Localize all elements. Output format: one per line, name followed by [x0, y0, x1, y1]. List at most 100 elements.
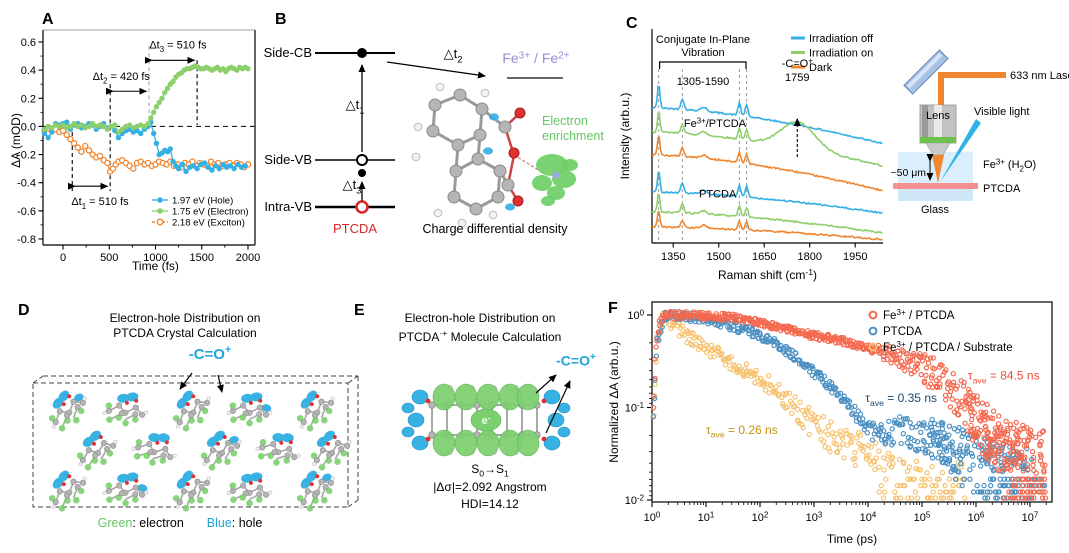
svg-text:107: 107 — [1022, 510, 1039, 524]
panel-label-e: E — [354, 302, 365, 319]
svg-text:Vibration: Vibration — [681, 47, 724, 59]
svg-text:1500: 1500 — [706, 251, 730, 263]
molecule-cluster — [296, 390, 335, 432]
mirror — [903, 49, 949, 95]
svg-text:104: 104 — [860, 510, 877, 524]
svg-text:PTCDA: PTCDA — [983, 183, 1021, 195]
molecule-cluster — [172, 470, 211, 512]
panel-label-f: F — [608, 300, 618, 317]
molecule-cluster — [226, 472, 273, 507]
panel-label-b: B — [275, 11, 287, 28]
svg-text:e-: e- — [482, 413, 491, 427]
molecule-cluster — [255, 433, 301, 466]
svg-text:0.0: 0.0 — [21, 121, 36, 133]
molecule-cluster — [102, 392, 149, 427]
panel-f-decay-chart: 100 101 102 103 104 105 106 107 100 10-1 10-2 Time … — [607, 301, 1053, 546]
molecule-cluster — [76, 430, 118, 471]
svg-text:τave = 0.26 ns: τave = 0.26 ns — [706, 423, 778, 440]
panel-d-legend-green-word: Green — [97, 516, 133, 530]
svg-text:Side-VB: Side-VB — [264, 152, 312, 167]
svg-text:Glass: Glass — [921, 204, 950, 216]
svg-text:0: 0 — [60, 252, 66, 264]
svg-text:Fe3+ / Fe2+: Fe3+ / Fe2+ — [502, 50, 569, 66]
svg-text:0.2: 0.2 — [21, 93, 36, 105]
panel-d-legend-blue-rest: : hole — [231, 516, 263, 530]
svg-text:Visible light: Visible light — [974, 106, 1029, 118]
svg-text:1500: 1500 — [190, 252, 214, 264]
svg-text:1950: 1950 — [843, 251, 867, 263]
svg-text:1.97 eV (Hole): 1.97 eV (Hole) — [172, 196, 233, 207]
charge-density-molecule — [411, 82, 578, 228]
panel-c-setup-schematic: Lens Visible light ~50 μm Glass 633 nm Laser… — [890, 49, 1069, 216]
molecule-cluster — [48, 390, 87, 432]
svg-text:Fe3+ (H2O): Fe3+ (H2O) — [983, 157, 1036, 173]
svg-text:105: 105 — [914, 510, 931, 524]
panel-label-a: A — [42, 11, 54, 28]
svg-text:-0.6: -0.6 — [17, 206, 36, 218]
svg-text:Fe3+ / PTCDA / Substrate: Fe3+ / PTCDA / Substrate — [883, 340, 1013, 354]
svg-text:Side-CB: Side-CB — [264, 45, 312, 60]
svg-text:PTCDA: PTCDA — [883, 326, 922, 338]
svg-text:2000: 2000 — [236, 252, 260, 264]
panel-d-color-legend: Green: electron Blue: hole — [55, 516, 305, 530]
svg-text:102: 102 — [752, 510, 769, 524]
panel-d-co-radical-label: -C=O+ — [188, 344, 232, 363]
svg-text:0.4: 0.4 — [21, 65, 36, 77]
panel-e-title-line2: PTCDA·+ Molecule Calculation — [398, 328, 562, 344]
svg-text:Intensity (arb.u.): Intensity (arb.u.) — [618, 93, 632, 180]
svg-text:-0.4: -0.4 — [17, 178, 36, 190]
molecule-cluster — [102, 472, 149, 507]
svg-text:Raman shift (cm-1): Raman shift (cm-1) — [718, 267, 817, 282]
panel-d-title-line1: Electron-hole Distribution on — [109, 311, 261, 325]
panel-d-title-line2: PTCDA Crystal Calculation — [113, 326, 257, 340]
svg-text:100: 100 — [627, 308, 644, 322]
panel-b-energy-diagram: Side-CB Side-VB Intra-VB PTCDA △t1 △t3 △t2 Fe3+… — [264, 45, 605, 236]
molecule-cluster — [200, 430, 242, 471]
svg-text:-0.2: -0.2 — [17, 150, 36, 162]
svg-text:Time (ps): Time (ps) — [827, 532, 877, 546]
svg-text:0.6: 0.6 — [21, 37, 36, 49]
panel-e-title-line1: Electron-hole Distribution on — [404, 311, 556, 325]
svg-text:1800: 1800 — [797, 251, 821, 263]
panel-a-transient-absorption-chart: 0 500 1000 1500 2000 0.6 0.4 0.2 0.0 -0.2 -0.4 -0.6… — [9, 29, 260, 273]
svg-text:Fe3+/PTCDA: Fe3+/PTCDA — [684, 117, 747, 131]
svg-text:△t2: △t2 — [444, 46, 463, 64]
panel-d-legend-green-rest: : electron — [132, 516, 184, 530]
svg-text:1000: 1000 — [143, 252, 167, 264]
svg-text:enrichment: enrichment — [542, 129, 604, 143]
molecule-cluster — [131, 433, 177, 466]
svg-text:Irradiation on: Irradiation on — [809, 47, 873, 59]
svg-text:PTCDA: PTCDA — [333, 221, 377, 236]
svg-text:1305-1590: 1305-1590 — [677, 76, 730, 88]
svg-text:-C=O+: -C=O+ — [782, 56, 814, 70]
svg-text:1350: 1350 — [661, 251, 685, 263]
svg-text:10-2: 10-2 — [625, 493, 644, 507]
svg-text:Lens: Lens — [926, 110, 950, 122]
panel-e-transition-label: S0→S1 — [471, 462, 509, 479]
svg-text:Charge differential density: Charge differential density — [423, 222, 569, 236]
panel-e-co-radical-label: -C=O+ — [556, 352, 596, 369]
panel-d-crystal-illustration — [32, 372, 359, 512]
svg-text:1650: 1650 — [752, 251, 776, 263]
svg-text:Time (fs): Time (fs) — [132, 259, 179, 273]
svg-text:Δt1 = 510 fs: Δt1 = 510 fs — [71, 196, 129, 211]
panel-e-hdi-label: HDI=14.12 — [461, 497, 519, 511]
svg-text:106: 106 — [968, 510, 985, 524]
svg-text:500: 500 — [100, 252, 118, 264]
svg-text:Conjugate In-Plane: Conjugate In-Plane — [656, 34, 750, 46]
svg-text:τave = 84.5 ns: τave = 84.5 ns — [968, 369, 1040, 386]
svg-text:Dark: Dark — [809, 62, 833, 74]
svg-text:△t3: △t3 — [343, 177, 362, 195]
molecule-cluster — [48, 470, 87, 512]
panel-e-molecule-illustration: e- — [401, 374, 571, 457]
molecule-cluster — [226, 392, 273, 427]
panel-label-c: C — [626, 15, 638, 32]
svg-text:△t1: △t1 — [346, 97, 365, 115]
svg-text:2.18 eV (Exciton): 2.18 eV (Exciton) — [172, 218, 245, 229]
svg-text:1.75 eV (Electron): 1.75 eV (Electron) — [172, 207, 249, 218]
svg-text:Δt3 = 510 fs: Δt3 = 510 fs — [149, 39, 207, 54]
svg-text:101: 101 — [698, 510, 715, 524]
panel-d-legend-blue-word: Blue — [206, 516, 232, 530]
svg-text:~50 μm: ~50 μm — [890, 167, 926, 179]
